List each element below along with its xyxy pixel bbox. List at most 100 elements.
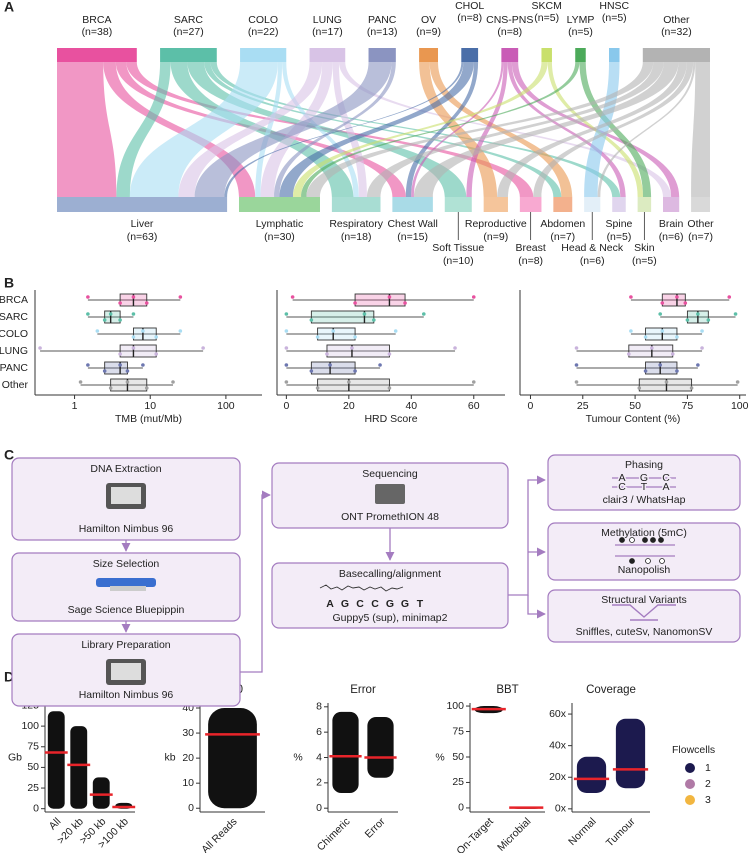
point — [403, 301, 407, 305]
flow — [413, 62, 679, 197]
source-label: CNS-PNS — [486, 14, 533, 26]
flow — [282, 62, 359, 197]
point — [660, 301, 665, 305]
base: T — [417, 598, 424, 610]
point — [353, 335, 357, 339]
box — [310, 310, 375, 324]
flow — [279, 62, 474, 197]
point — [284, 363, 289, 367]
point — [627, 352, 631, 356]
chart-title: BBT — [496, 684, 518, 696]
box — [326, 344, 390, 358]
point — [453, 346, 457, 350]
target-node — [612, 197, 626, 212]
chart-title: Error — [350, 684, 376, 696]
box — [354, 293, 406, 307]
box — [119, 344, 157, 358]
flow — [292, 62, 548, 197]
point — [362, 312, 367, 316]
point — [178, 295, 183, 299]
step-title: Sequencing — [362, 468, 418, 480]
point — [421, 312, 426, 316]
y-tick-label: 50 — [452, 751, 464, 763]
point — [574, 346, 579, 350]
point — [86, 295, 90, 299]
source-count: (n=5) — [534, 12, 559, 24]
point — [727, 295, 732, 299]
icon — [111, 663, 141, 680]
x-tick-label: Error — [363, 815, 388, 840]
x-tick-label: 100 — [217, 400, 235, 412]
point — [118, 301, 122, 305]
step-title: Phasing — [625, 459, 663, 471]
point — [378, 363, 382, 367]
point — [629, 329, 633, 333]
row-label: Other — [2, 379, 29, 391]
flow — [411, 62, 504, 197]
step-title: Size Selection — [93, 558, 160, 570]
point — [144, 301, 149, 305]
allele: C — [662, 472, 670, 484]
point — [178, 329, 183, 333]
swarm — [576, 756, 607, 794]
point — [664, 380, 669, 384]
point — [125, 369, 130, 373]
source-label: HNSC — [599, 0, 629, 12]
source-node — [419, 48, 439, 62]
flow — [57, 62, 117, 197]
source-node — [609, 48, 620, 62]
box — [310, 361, 356, 375]
source-node — [57, 48, 137, 62]
target-node — [553, 197, 573, 212]
point — [471, 295, 476, 299]
x-tick-label: All — [47, 816, 64, 833]
point — [387, 295, 392, 299]
row-label: COLO — [0, 328, 28, 340]
point — [331, 329, 336, 333]
base: G — [341, 598, 349, 610]
x-tick-label: 60 — [468, 400, 480, 412]
step-tool: Nanopolish — [618, 564, 671, 576]
step-title: Methylation (5mC) — [601, 527, 687, 539]
point — [700, 329, 704, 333]
y-tick-label: 0 — [316, 802, 322, 814]
y-tick-label: 75 — [452, 725, 464, 737]
x-tick-label: 10 — [144, 400, 156, 412]
legend-swatch — [685, 795, 695, 805]
flows — [57, 62, 710, 197]
meth-site — [642, 537, 648, 543]
x-tick-label: 100 — [731, 400, 749, 412]
base: G — [386, 598, 394, 610]
y-tick-label: 40 — [182, 702, 194, 714]
target-count: (n=5) — [607, 231, 632, 243]
icon — [375, 484, 405, 504]
flow — [129, 62, 278, 197]
y-tick-label: 30 — [182, 727, 194, 739]
point — [309, 318, 314, 322]
point — [387, 386, 392, 390]
source-label: PANC — [368, 14, 397, 26]
source-label: BRCA — [82, 14, 111, 26]
step-title: DNA Extraction — [90, 463, 161, 475]
y-axis-label: % — [435, 751, 444, 763]
x-tick-label: 1 — [72, 400, 78, 412]
icon — [96, 578, 156, 587]
step-box — [547, 454, 741, 511]
x-tick-label: 0 — [528, 400, 534, 412]
row-label: SARC — [0, 311, 28, 323]
step-tool: Guppy5 (sup), minimap2 — [333, 612, 448, 624]
source-node — [240, 48, 287, 62]
point — [95, 329, 100, 333]
point — [650, 346, 654, 350]
x-axis-label: Tumour Content (%) — [586, 413, 681, 425]
target-node — [483, 197, 508, 212]
swarm — [47, 711, 65, 809]
target-label: Spine — [606, 218, 633, 230]
point — [675, 295, 679, 299]
point — [131, 312, 136, 316]
legend-swatch — [685, 763, 695, 773]
point — [131, 335, 136, 339]
point — [102, 369, 107, 373]
flow — [116, 62, 171, 197]
flow — [187, 62, 467, 197]
